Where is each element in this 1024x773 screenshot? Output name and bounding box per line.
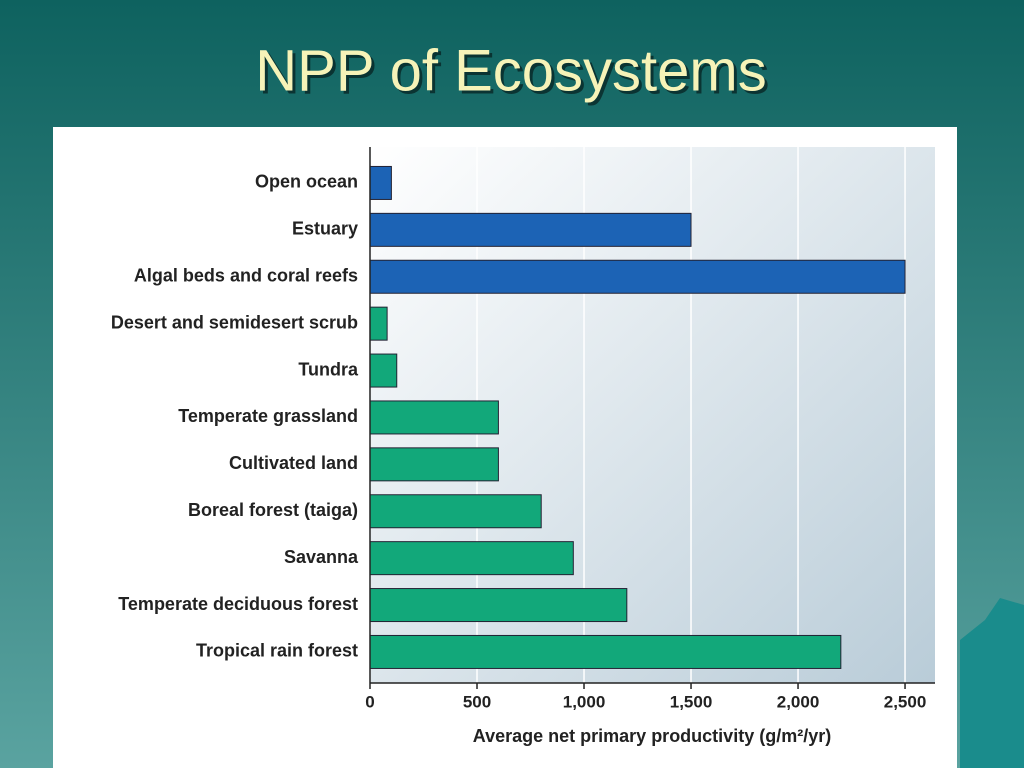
bar xyxy=(369,400,499,435)
y-tick-label: Desert and semidesert scrub xyxy=(111,312,358,332)
y-tick-label: Open ocean xyxy=(255,172,358,192)
x-tick-label: 0 xyxy=(365,692,374,711)
y-tick-label: Tundra xyxy=(298,359,359,379)
title-shadow: NPP of Ecosystems xyxy=(258,41,769,106)
bar xyxy=(369,212,692,247)
x-tick-label: 2,000 xyxy=(777,692,820,711)
y-tick-label: Algal beds and coral reefs xyxy=(134,266,358,286)
y-tick-label: Savanna xyxy=(284,547,359,567)
decoration xyxy=(960,598,1024,768)
x-tick-label: 1,000 xyxy=(563,692,606,711)
x-tick-label: 1,500 xyxy=(670,692,713,711)
chart-title: NPP of Ecosystems xyxy=(255,38,766,103)
y-tick-label: Cultivated land xyxy=(229,453,358,473)
y-tick-label: Boreal forest (taiga) xyxy=(188,500,358,520)
x-tick-label: 2,500 xyxy=(884,692,927,711)
bar xyxy=(369,447,499,482)
bar xyxy=(369,165,392,200)
x-axis-title: Average net primary productivity (g/m²/y… xyxy=(473,726,831,746)
bar xyxy=(369,634,842,669)
bar xyxy=(369,259,906,294)
bar xyxy=(369,306,388,341)
y-tick-label: Temperate deciduous forest xyxy=(118,594,358,614)
x-tick-label: 500 xyxy=(463,692,491,711)
bar xyxy=(369,494,542,529)
y-tick-label: Estuary xyxy=(292,219,358,239)
y-tick-label: Temperate grassland xyxy=(178,406,358,426)
y-tick-label: Tropical rain forest xyxy=(196,641,358,661)
bar xyxy=(369,353,398,388)
bar xyxy=(369,541,574,576)
bar xyxy=(369,588,628,623)
